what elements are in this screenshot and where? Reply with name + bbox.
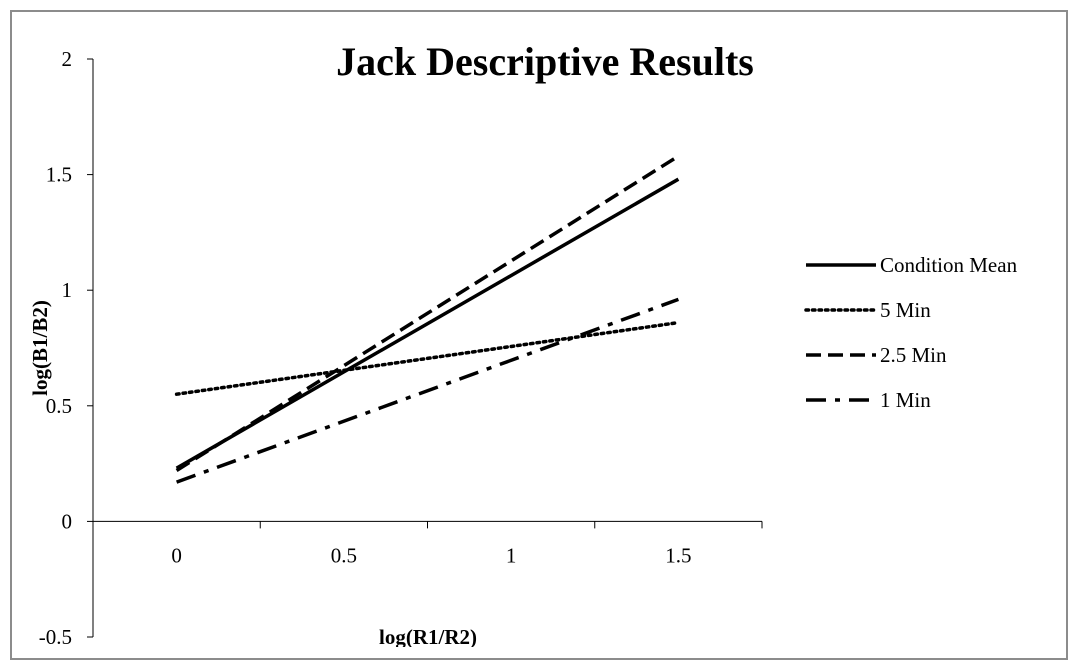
y-tick-label: 1.5 [46,163,72,187]
x-tick-label: 1 [506,543,517,567]
x-tick-label: 0.5 [331,543,357,567]
x-axis-title: log(R1/R2) [379,625,477,647]
y-axis-title: log(B1/B2) [28,300,52,396]
legend-label: 1 Min [880,388,931,412]
series-line-2-5-min [175,154,680,472]
y-tick-label: 0.5 [46,394,72,418]
legend: Condition Mean 5 Min 2.5 Min 1 Min [804,253,1018,412]
y-tick-label: 0 [62,509,73,533]
legend-label: 2.5 Min [880,343,947,367]
y-tick-label: 2 [62,47,73,71]
y-tick-label: -0.5 [39,625,72,647]
chart-frame [10,10,1068,660]
x-tick-label: 0 [171,543,182,567]
series-line-1-min [176,297,679,484]
y-axis-ticks: -0.5 0 0.5 1 1.5 2 [39,47,93,647]
y-tick-label: 1 [62,278,73,302]
legend-label: 5 Min [880,298,931,322]
series-lines [174,154,681,484]
x-axis-ticks: 0 0.5 1 1.5 [92,521,763,567]
legend-label: Condition Mean [880,253,1018,277]
series-line-5-min [174,320,681,396]
x-tick-label: 1.5 [665,543,691,567]
chart-title: Jack Descriptive Results [336,39,754,84]
